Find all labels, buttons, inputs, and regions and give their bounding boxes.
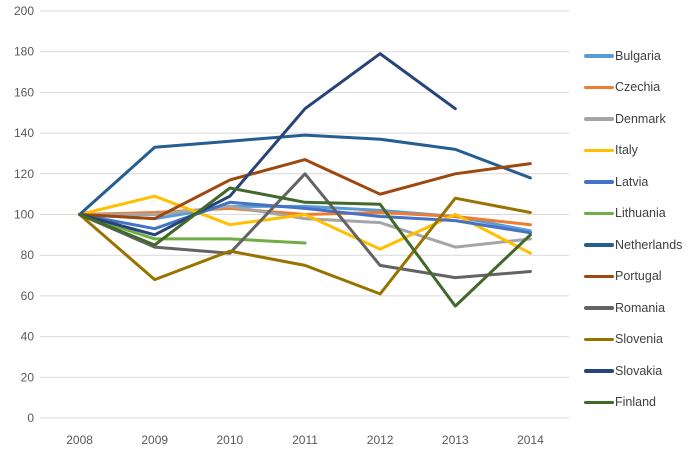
legend-swatch-denmark: [584, 117, 614, 121]
legend-item-romania: Romania: [584, 292, 682, 324]
legend-item-latvia: Latvia: [584, 166, 682, 198]
legend-swatch-italy: [584, 148, 614, 152]
legend-item-lithuania: Lithuania: [584, 198, 682, 230]
legend-label: Czechia: [615, 80, 661, 95]
legend-label: Romania: [615, 300, 666, 315]
series-line-italy: [78, 194, 532, 255]
series-line-finland: [78, 186, 532, 308]
legend-item-netherlands: Netherlands: [584, 229, 682, 261]
legend-label: Italy: [615, 143, 638, 158]
y-tick-label: 160: [14, 85, 34, 99]
legend-item-portugal: Portugal: [584, 261, 682, 293]
legend-swatch-lithuania: [584, 211, 614, 215]
y-tick-label: 80: [21, 248, 35, 262]
x-tick-label: 2008: [66, 433, 93, 447]
x-tick-label: 2010: [217, 433, 244, 447]
legend-swatch-slovenia: [584, 337, 614, 341]
legend-swatch-finland: [584, 400, 614, 404]
legend-item-slovenia: Slovenia: [584, 324, 682, 356]
legend-item-slovakia: Slovakia: [584, 355, 682, 387]
y-tick-label: 60: [21, 289, 35, 303]
series-line-lithuania: [78, 213, 307, 245]
legend-label: Portugal: [615, 269, 662, 284]
legend-item-italy: Italy: [584, 135, 682, 167]
legend-label: Slovenia: [615, 332, 663, 347]
legend-swatch-romania: [584, 306, 614, 310]
series-line-denmark: [78, 204, 532, 249]
x-tick-label: 2013: [442, 433, 469, 447]
series-line-romania: [78, 172, 532, 280]
legend-item-finland: Finland: [584, 387, 682, 419]
legend-item-bulgaria: Bulgaria: [584, 40, 682, 72]
y-tick-label: 40: [21, 330, 35, 344]
y-tick-label: 180: [14, 45, 34, 59]
x-tick-label: 2009: [141, 433, 168, 447]
legend-swatch-latvia: [584, 180, 614, 184]
legend-item-denmark: Denmark: [584, 103, 682, 135]
legend-swatch-czechia: [584, 85, 614, 89]
y-tick-label: 140: [14, 126, 34, 140]
legend-swatch-slovakia: [584, 369, 614, 373]
legend-label: Denmark: [615, 111, 666, 126]
legend: Bulgaria Czechia Denmark Italy Latvia Lithuan…: [584, 40, 682, 418]
legend-label: Lithuania: [615, 206, 666, 221]
series-line-slovenia: [78, 196, 532, 296]
y-tick-label: 120: [14, 167, 34, 181]
legend-label: Slovakia: [615, 363, 663, 378]
legend-label: Netherlands: [615, 237, 683, 252]
legend-swatch-portugal: [584, 274, 614, 278]
legend-label: Finland: [615, 395, 656, 410]
series-line-netherlands: [78, 133, 532, 216]
y-tick-label: 20: [21, 370, 35, 384]
series-line-latvia: [78, 200, 532, 235]
legend-swatch-bulgaria: [584, 54, 614, 58]
legend-label: Bulgaria: [615, 48, 661, 63]
x-tick-label: 2014: [517, 433, 544, 447]
series-line-slovakia: [78, 52, 457, 237]
x-tick-label: 2011: [292, 433, 318, 447]
legend-swatch-netherlands: [584, 243, 614, 247]
legend-label: Latvia: [615, 174, 649, 189]
series-line-portugal: [78, 158, 532, 221]
y-tick-label: 200: [14, 4, 34, 18]
x-tick-label: 2012: [367, 433, 394, 447]
legend-item-czechia: Czechia: [584, 72, 682, 104]
y-tick-label: 100: [14, 208, 34, 222]
y-tick-label: 0: [27, 411, 34, 425]
